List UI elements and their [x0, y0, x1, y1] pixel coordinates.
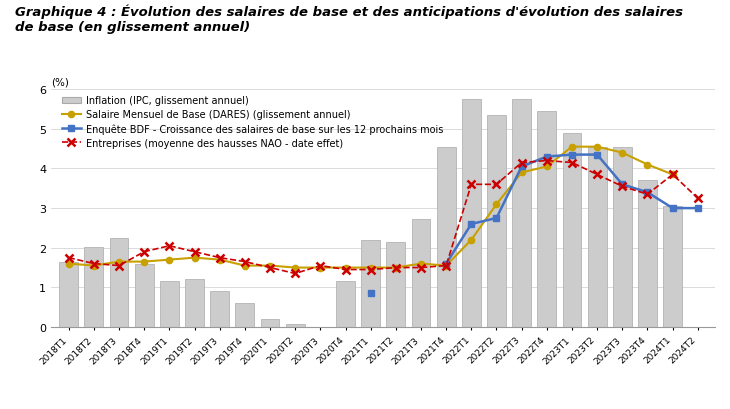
Bar — [663, 207, 682, 327]
Bar — [185, 280, 204, 327]
Bar — [563, 133, 581, 327]
Bar — [361, 240, 380, 327]
Text: Graphique 4 : Évolution des salaires de base et des anticipations d'évolution de: Graphique 4 : Évolution des salaires de … — [15, 4, 683, 34]
Bar — [336, 282, 355, 327]
Bar — [512, 100, 531, 327]
Bar — [135, 264, 153, 327]
Bar — [59, 262, 78, 327]
Text: (%): (%) — [51, 78, 69, 88]
Bar — [487, 116, 506, 327]
Bar — [235, 303, 254, 327]
Bar — [110, 238, 128, 327]
Bar — [638, 181, 657, 327]
Legend: Inflation (IPC, glissement annuel), Salaire Mensuel de Base (DARES) (glissement : Inflation (IPC, glissement annuel), Sala… — [58, 92, 447, 152]
Bar — [85, 247, 104, 327]
Bar — [261, 319, 280, 327]
Bar — [412, 220, 431, 327]
Bar — [437, 147, 456, 327]
Bar — [462, 100, 481, 327]
Bar — [210, 292, 229, 327]
Bar — [537, 112, 556, 327]
Bar — [285, 324, 304, 327]
Bar — [160, 282, 179, 327]
Bar — [386, 242, 405, 327]
Bar — [613, 147, 631, 327]
Bar — [588, 147, 607, 327]
